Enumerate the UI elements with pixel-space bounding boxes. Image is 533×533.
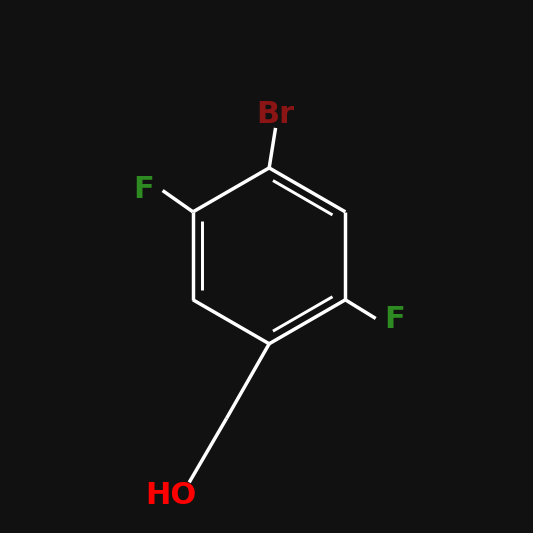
Text: F: F (384, 305, 405, 334)
Text: HO: HO (145, 481, 196, 510)
Text: Br: Br (256, 100, 295, 129)
Text: F: F (133, 175, 154, 204)
